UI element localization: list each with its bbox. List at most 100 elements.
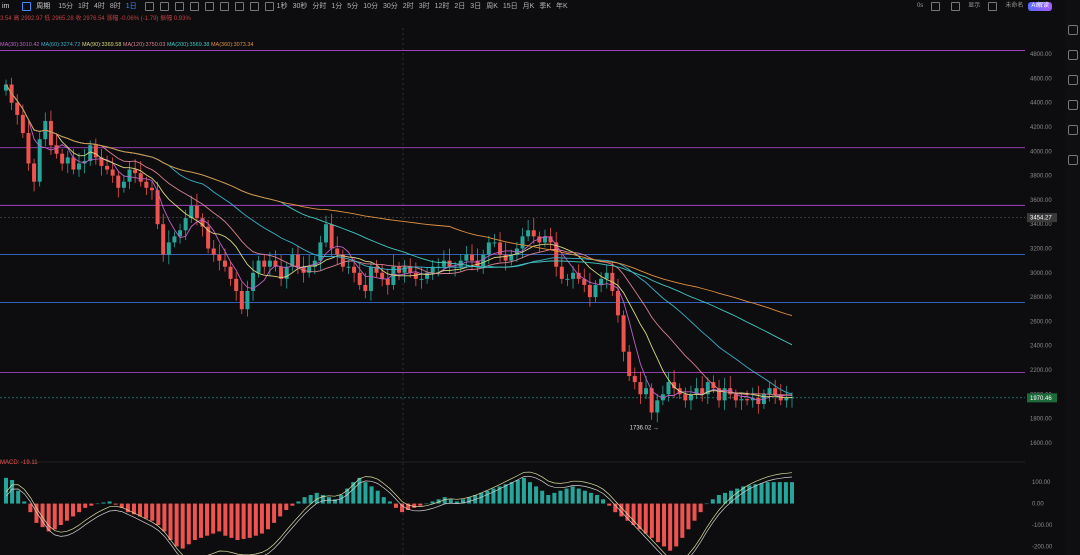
list-icon[interactable]	[1068, 100, 1078, 110]
candle-body[interactable]	[649, 388, 654, 413]
measure-icon[interactable]	[189, 1, 199, 11]
timeframe-tab[interactable]: 月K	[522, 3, 535, 10]
candle-body[interactable]	[256, 260, 261, 273]
settings-icon[interactable]	[931, 2, 941, 11]
candle-body[interactable]	[346, 266, 351, 268]
candle-body[interactable]	[430, 266, 435, 273]
candle-body[interactable]	[615, 291, 620, 316]
candle-body[interactable]	[632, 376, 637, 383]
timeframe-tab[interactable]: 1时	[78, 3, 89, 10]
candle-body[interactable]	[413, 272, 418, 279]
candle-body[interactable]	[722, 388, 727, 401]
candle-body[interactable]	[307, 266, 312, 273]
candle-body[interactable]	[155, 190, 160, 225]
candle-body[interactable]	[733, 394, 738, 401]
undo-icon[interactable]	[264, 1, 274, 11]
candle-body[interactable]	[26, 133, 31, 164]
candle-body[interactable]	[767, 388, 772, 395]
timeframe-tab[interactable]: 12时	[434, 3, 450, 10]
candle-body[interactable]	[65, 157, 70, 164]
layers-icon[interactable]	[1068, 125, 1078, 135]
candle-body[interactable]	[582, 278, 587, 285]
candle-body[interactable]	[206, 226, 211, 249]
candle-body[interactable]	[694, 388, 699, 395]
candle-body[interactable]	[54, 145, 59, 154]
timeframe-tab[interactable]: 4时	[93, 3, 105, 10]
ai-button[interactable]: AI解读	[1028, 2, 1052, 11]
candle-body[interactable]	[660, 394, 665, 401]
period-dropdown[interactable]: 周期	[36, 3, 51, 10]
candle-body[interactable]	[245, 291, 250, 310]
candle-body[interactable]	[48, 120, 53, 146]
candle-body[interactable]	[419, 278, 424, 280]
candle-body[interactable]	[340, 254, 345, 267]
candle-body[interactable]	[644, 388, 649, 395]
candle-body[interactable]	[464, 254, 469, 261]
candle-body[interactable]	[88, 145, 93, 162]
candle-body[interactable]	[312, 260, 317, 267]
candle-body[interactable]	[599, 278, 604, 285]
candle-body[interactable]	[60, 153, 65, 164]
candle-body[interactable]	[638, 382, 643, 395]
candle-body[interactable]	[498, 242, 503, 255]
candle-body[interactable]	[391, 266, 396, 285]
candle-body[interactable]	[335, 248, 340, 255]
timeframe-tab[interactable]: 15日	[502, 3, 518, 10]
layout-name[interactable]: 未命名	[1005, 3, 1024, 9]
candle-body[interactable]	[576, 272, 581, 279]
candle-body[interactable]	[469, 254, 474, 261]
candle-body[interactable]	[441, 260, 446, 267]
candle-body[interactable]	[548, 236, 553, 243]
candle-body[interactable]	[705, 382, 710, 395]
candle-body[interactable]	[380, 272, 385, 279]
candle-body[interactable]	[279, 266, 284, 279]
candle-body[interactable]	[329, 224, 334, 249]
candle-body[interactable]	[509, 254, 514, 261]
candle-body[interactable]	[105, 165, 110, 170]
candle-body[interactable]	[15, 102, 20, 115]
timeframe-tab[interactable]: 30秒	[292, 3, 308, 10]
candle-body[interactable]	[481, 254, 486, 267]
timeframe-tab[interactable]: 1分	[331, 3, 343, 10]
candle-body[interactable]	[183, 218, 188, 231]
timeframe-tab[interactable]: 季K	[539, 3, 552, 10]
layout-icon[interactable]	[951, 2, 961, 11]
candle-body[interactable]	[127, 169, 132, 182]
candle-body[interactable]	[739, 399, 744, 401]
timeframe-tab[interactable]: 3日	[470, 3, 482, 10]
candle-body[interactable]	[318, 242, 323, 261]
candle-body[interactable]	[71, 157, 76, 170]
candle-body[interactable]	[99, 157, 104, 166]
timeframe-tab[interactable]: 1秒	[276, 3, 288, 10]
candle-body[interactable]	[324, 224, 329, 243]
candle-body[interactable]	[194, 205, 199, 219]
candle-body[interactable]	[672, 382, 677, 389]
candle-body[interactable]	[82, 161, 87, 164]
target-icon[interactable]	[1068, 155, 1078, 165]
candle-body[interactable]	[76, 163, 81, 170]
candle-body[interactable]	[138, 173, 143, 182]
candle-body[interactable]	[284, 266, 289, 279]
candle-body[interactable]	[593, 284, 598, 298]
timeframe-tab[interactable]: 3时	[418, 3, 430, 10]
magnet-icon[interactable]	[204, 1, 214, 11]
candle-body[interactable]	[542, 236, 547, 243]
timeframe-tab[interactable]: 周K	[486, 3, 498, 10]
candle-body[interactable]	[688, 394, 693, 401]
candle-body[interactable]	[301, 266, 306, 273]
candle-body[interactable]	[683, 394, 688, 401]
candle-body[interactable]	[514, 248, 519, 255]
candle-body[interactable]	[531, 230, 536, 237]
candle-body[interactable]	[262, 260, 267, 267]
candle-body[interactable]	[486, 242, 491, 255]
timeframe-tab[interactable]: 5分	[347, 3, 359, 10]
candle-body[interactable]	[565, 278, 570, 280]
candle-body[interactable]	[178, 230, 183, 237]
candle-body[interactable]	[222, 260, 227, 267]
candle-body[interactable]	[385, 278, 390, 285]
timeframe-tab[interactable]: 10分	[363, 3, 378, 10]
candle-body[interactable]	[571, 272, 576, 279]
indicator-label[interactable]: 0s	[916, 3, 924, 9]
display-toggle[interactable]: 显示	[968, 3, 981, 9]
